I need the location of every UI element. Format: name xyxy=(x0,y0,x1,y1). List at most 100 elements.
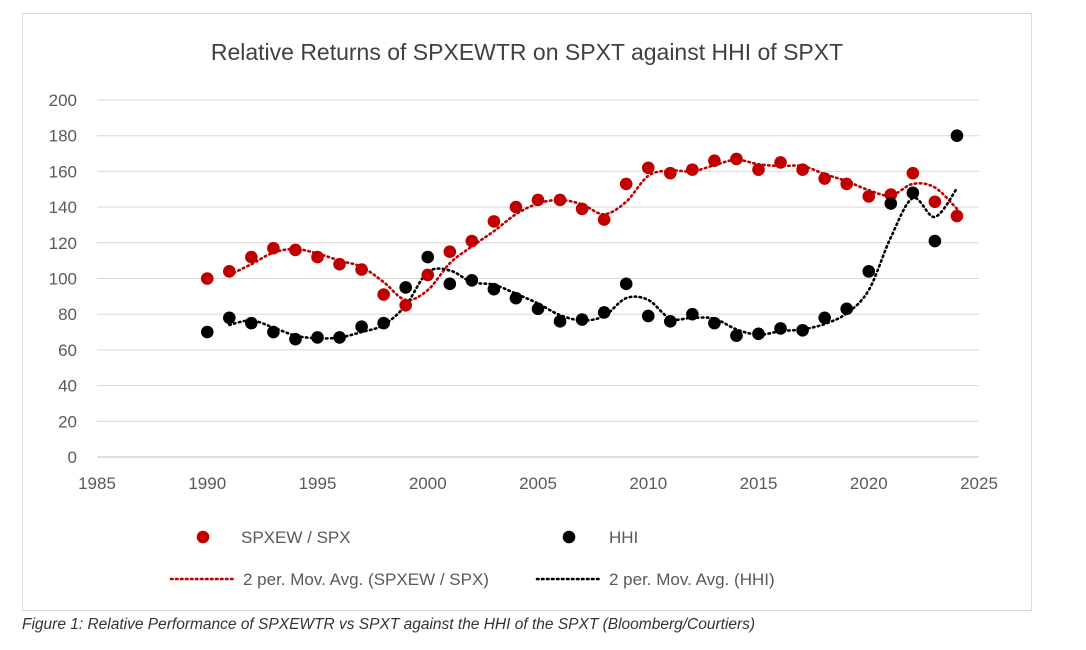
point-hhi xyxy=(553,315,567,328)
point-spxew-spx xyxy=(245,250,258,264)
trendline-spxew-spx xyxy=(228,158,959,302)
legend-label-ma-spxew-spx: 2 per. Mov. Avg. (SPXEW / SPX) xyxy=(243,570,489,589)
point-hhi xyxy=(752,327,765,341)
legend-label-hhi: HHI xyxy=(609,528,638,547)
point-hhi xyxy=(950,129,964,142)
point-hhi xyxy=(664,315,677,328)
chart-canvas: Relative Returns of SPXEWTR on SPXT agai… xyxy=(49,39,998,589)
y-tick-label: 200 xyxy=(49,91,77,110)
point-hhi xyxy=(465,273,479,287)
point-spxew-spx xyxy=(597,213,611,226)
gridlines xyxy=(97,99,979,458)
point-spxew-spx xyxy=(840,177,853,191)
point-hhi xyxy=(333,331,346,344)
point-spxew-spx xyxy=(377,288,390,301)
point-spxew-spx xyxy=(399,298,413,312)
point-hhi xyxy=(862,265,876,278)
point-hhi xyxy=(311,331,324,344)
legend-marker-hhi xyxy=(562,530,576,544)
point-hhi xyxy=(840,302,853,316)
point-hhi xyxy=(443,277,457,291)
point-spxew-spx xyxy=(267,241,280,255)
point-hhi xyxy=(619,277,633,291)
point-spxew-spx xyxy=(884,188,898,201)
point-hhi xyxy=(200,325,214,339)
trendline-hhi xyxy=(228,187,959,340)
point-hhi xyxy=(796,323,809,337)
x-tick-label: 2005 xyxy=(519,474,557,493)
point-spxew-spx xyxy=(664,166,677,180)
point-hhi xyxy=(399,281,413,294)
y-tick-label: 120 xyxy=(49,234,77,253)
point-spxew-spx xyxy=(906,166,920,180)
y-tick-label: 100 xyxy=(49,270,77,289)
point-spxew-spx xyxy=(862,190,876,203)
point-spxew-spx xyxy=(818,172,831,185)
point-spxew-spx xyxy=(619,177,633,191)
y-tick-label: 80 xyxy=(58,305,77,324)
point-hhi xyxy=(906,186,920,200)
x-tick-label: 2015 xyxy=(740,474,778,493)
y-tick-label: 20 xyxy=(58,412,77,431)
legend-label-spxew-spx: SPXEW / SPX xyxy=(241,528,351,547)
legend-marker-spxew-spx xyxy=(196,530,210,544)
point-hhi xyxy=(686,307,699,321)
point-spxew-spx xyxy=(796,163,809,176)
point-hhi xyxy=(487,282,501,296)
y-tick-label: 160 xyxy=(49,162,77,181)
point-spxew-spx xyxy=(200,272,214,285)
y-tick-label: 0 xyxy=(68,448,77,467)
point-hhi xyxy=(884,197,898,210)
x-tick-label: 2010 xyxy=(629,474,667,493)
point-spxew-spx xyxy=(487,215,501,228)
point-hhi xyxy=(708,316,721,330)
point-spxew-spx xyxy=(443,245,457,259)
point-hhi xyxy=(730,329,743,342)
figure-caption: Figure 1: Relative Performance of SPXEWT… xyxy=(22,616,756,633)
x-tick-label: 1995 xyxy=(299,474,337,493)
point-spxew-spx xyxy=(311,250,324,264)
point-hhi xyxy=(928,234,942,248)
point-spxew-spx xyxy=(421,268,435,282)
point-spxew-spx xyxy=(708,154,721,167)
chart-frame: Relative Returns of SPXEWTR on SPXT agai… xyxy=(22,13,1032,611)
y-tick-label: 40 xyxy=(58,377,77,396)
x-tick-label: 1990 xyxy=(188,474,226,493)
point-hhi xyxy=(641,309,655,323)
y-tick-label: 140 xyxy=(49,198,77,217)
point-spxew-spx xyxy=(333,257,346,271)
point-spxew-spx xyxy=(686,163,699,176)
point-hhi xyxy=(421,250,435,264)
point-hhi xyxy=(355,320,368,333)
point-spxew-spx xyxy=(752,163,765,176)
y-tick-label: 180 xyxy=(49,127,77,146)
point-spxew-spx xyxy=(553,193,567,207)
data-points xyxy=(200,129,964,346)
point-hhi xyxy=(223,311,236,325)
point-spxew-spx xyxy=(641,161,655,175)
point-spxew-spx xyxy=(289,243,302,257)
point-spxew-spx xyxy=(774,156,787,169)
point-hhi xyxy=(575,313,589,326)
x-tick-label: 1985 xyxy=(78,474,116,493)
legend: SPXEW / SPX HHI 2 per. Mov. Avg. (SPXEW / … xyxy=(169,528,775,589)
point-spxew-spx xyxy=(465,234,479,248)
point-spxew-spx xyxy=(575,202,589,216)
point-hhi xyxy=(377,316,390,330)
chart-title: Relative Returns of SPXEWTR on SPXT agai… xyxy=(211,39,843,65)
point-hhi xyxy=(531,302,545,316)
point-hhi xyxy=(597,306,611,319)
axes: 0 20 40 60 80 100 120 140 160 180 200 1985 1990 1995 2… xyxy=(49,91,998,493)
point-hhi xyxy=(267,325,280,339)
point-spxew-spx xyxy=(223,265,236,278)
point-spxew-spx xyxy=(355,263,368,276)
point-spxew-spx xyxy=(509,200,523,214)
point-hhi xyxy=(289,332,302,346)
point-spxew-spx xyxy=(928,195,942,209)
y-tick-label: 60 xyxy=(58,341,77,360)
point-hhi xyxy=(774,322,787,335)
trendlines xyxy=(228,158,959,340)
point-hhi xyxy=(245,316,258,330)
point-hhi xyxy=(818,311,831,325)
x-tick-label: 2020 xyxy=(850,474,888,493)
